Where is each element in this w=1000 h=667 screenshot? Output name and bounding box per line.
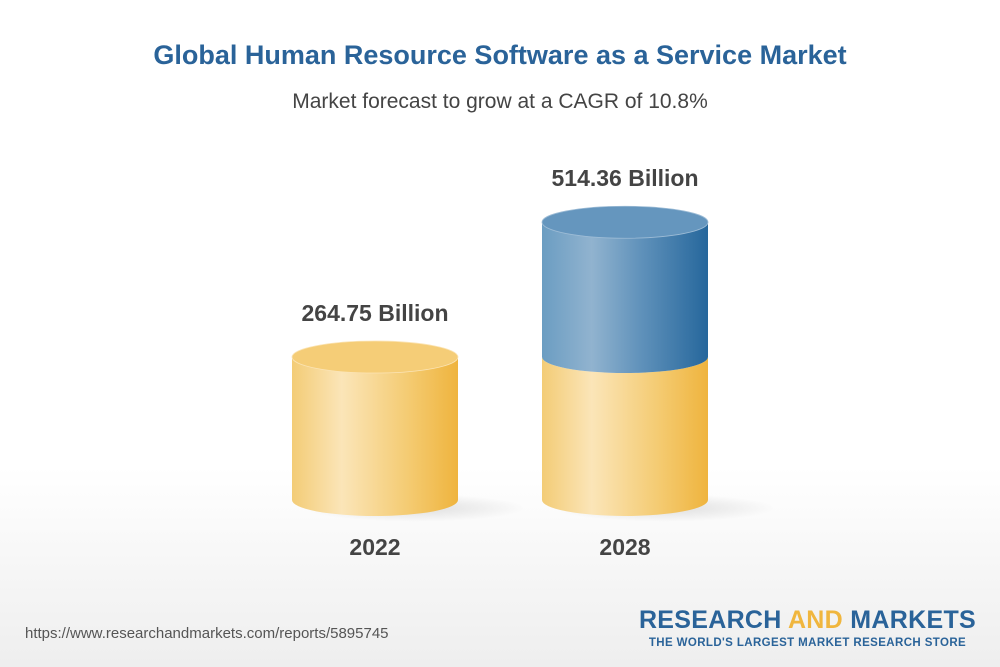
bar-2022-top: [291, 340, 459, 374]
chart-title: Global Human Resource Software as a Serv…: [153, 40, 847, 70]
chart-canvas: 264.75 Billion 2022 514.36 Billion 2028: [291, 165, 775, 560]
bar-2028-top: [541, 205, 709, 239]
chart-subtitle: Market forecast to grow at a CAGR of 10.…: [292, 90, 708, 113]
research-and-markets-logo: RESEARCH AND MARKETS THE WORLD'S LARGEST…: [638, 606, 976, 649]
bar-2028-growth: [542, 222, 708, 374]
data-label-2028: 514.36 Billion: [551, 165, 698, 191]
bar-2022: [292, 357, 458, 516]
bar-2028-base: [542, 357, 708, 516]
category-label-2022: 2022: [349, 534, 400, 560]
source-url[interactable]: https://www.researchandmarkets.com/repor…: [25, 625, 389, 642]
data-label-2022: 264.75 Billion: [301, 300, 448, 326]
category-label-2028: 2028: [599, 534, 650, 560]
